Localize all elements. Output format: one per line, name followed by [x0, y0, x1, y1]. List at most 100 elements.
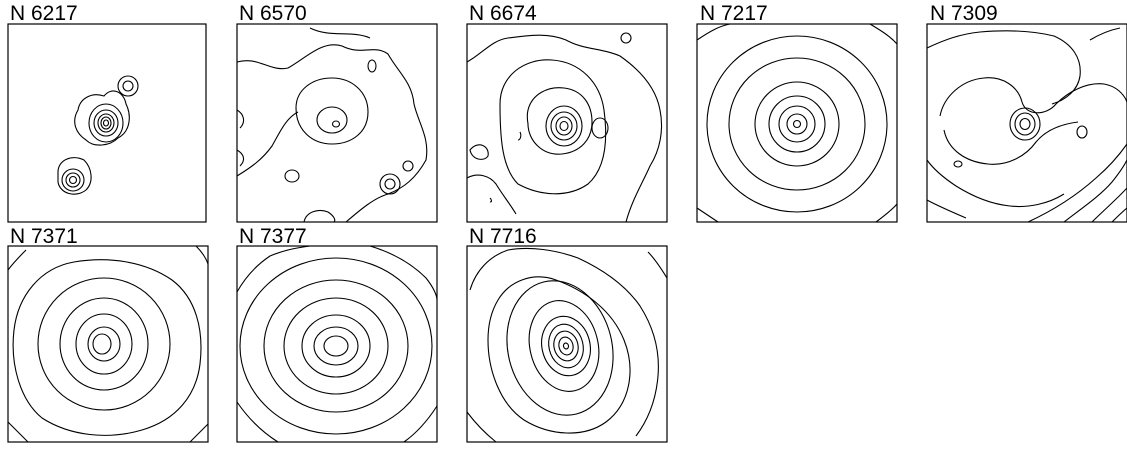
panel-label: N 7371 — [10, 225, 78, 248]
contour-line — [555, 116, 573, 136]
contour-line — [102, 119, 110, 127]
contour-line — [236, 401, 279, 443]
panel-n7217: N 7217 — [696, 2, 898, 223]
contour-line — [367, 59, 377, 73]
panel-n6570: N 6570 — [236, 2, 438, 223]
contour-line — [284, 169, 300, 183]
contour-line — [295, 77, 369, 145]
panel-frame — [926, 23, 1127, 223]
panel-n7371: N 7371 — [7, 225, 209, 443]
contour-line — [236, 44, 428, 223]
contour-line — [778, 105, 816, 143]
contour-line — [1019, 117, 1031, 131]
contour-line — [1089, 27, 1121, 41]
contour-line — [869, 23, 898, 45]
contour-line — [283, 297, 389, 395]
contour-line — [550, 111, 578, 141]
contour-set — [236, 245, 438, 443]
contour-set — [57, 75, 139, 195]
contour-line — [466, 174, 517, 215]
panel-label: N 6217 — [10, 2, 78, 25]
contour-line — [75, 313, 133, 375]
panel-label: N 6570 — [239, 2, 307, 25]
contour-line — [313, 326, 359, 366]
panel-label: N 7217 — [700, 2, 768, 25]
contour-line — [57, 157, 92, 195]
panel-label: N 7309 — [930, 2, 998, 25]
panel-frame — [7, 23, 207, 223]
contour-line — [97, 113, 115, 133]
panel-label: N 7377 — [239, 225, 307, 248]
contour-line — [7, 249, 27, 271]
contour-line — [469, 144, 489, 160]
contour-line — [591, 117, 609, 139]
contour-line — [620, 32, 632, 44]
contour-line — [402, 160, 414, 172]
contour-line — [647, 251, 668, 279]
panel-frame — [466, 245, 668, 443]
contour-line — [1009, 107, 1041, 141]
contour-set — [466, 32, 663, 223]
contour-line — [706, 35, 888, 213]
contour-line — [792, 119, 802, 129]
contour-line — [768, 95, 826, 153]
panel-n7377: N 7377 — [236, 225, 438, 443]
contour-line — [517, 131, 522, 141]
contour-line — [1091, 187, 1127, 223]
contour-line — [528, 300, 600, 392]
contour-line — [953, 160, 963, 168]
contour-line — [506, 280, 614, 416]
contour-line — [117, 75, 139, 97]
panel-frame — [236, 23, 438, 223]
contour-line — [875, 203, 898, 223]
contour-line — [61, 168, 85, 192]
contour-line — [926, 159, 1065, 208]
contour-line — [526, 87, 593, 155]
contour-line — [559, 120, 569, 132]
panel-n6674: N 6674 — [466, 2, 668, 223]
contour-line — [236, 111, 299, 177]
contour-line — [87, 326, 121, 362]
contour-line — [74, 90, 130, 146]
contour-line — [728, 57, 866, 191]
contour-line — [926, 30, 1081, 105]
contour-line — [1027, 143, 1127, 223]
contour-line — [316, 106, 348, 134]
contour-line — [303, 209, 336, 223]
contour-line — [548, 323, 584, 369]
contour-line — [545, 105, 583, 147]
contour-line — [939, 77, 1127, 117]
contour-line — [7, 421, 29, 443]
contour-line — [93, 109, 119, 137]
contour-line — [65, 172, 81, 188]
contour-line — [469, 247, 659, 437]
contour-line — [323, 335, 349, 357]
contour-line — [558, 336, 574, 356]
panel-n7716: N 7716 — [466, 225, 668, 443]
contour-line — [487, 276, 631, 434]
panel-label: N 6674 — [469, 2, 537, 25]
contour-line — [696, 207, 719, 223]
contour-line — [466, 411, 497, 443]
contour-line — [236, 149, 245, 167]
contour-line — [541, 315, 591, 377]
contour-line — [88, 103, 124, 143]
contour-line — [1063, 159, 1127, 223]
contour-line — [37, 277, 171, 411]
contour-line — [369, 245, 438, 301]
contour-line — [92, 333, 112, 355]
contour-line — [926, 199, 967, 219]
contour-line — [1111, 207, 1127, 223]
panel-frame — [466, 23, 668, 223]
contour-line — [489, 197, 493, 203]
contour-line — [301, 314, 371, 378]
contour-line — [1014, 112, 1036, 136]
contour-line — [754, 81, 840, 167]
contour-line — [331, 120, 341, 128]
contour-set — [926, 27, 1127, 223]
panel-label: N 7716 — [469, 225, 537, 248]
panel-n7309: N 7309 — [926, 2, 1127, 223]
contour-line — [786, 113, 808, 135]
contour-line — [562, 342, 570, 350]
